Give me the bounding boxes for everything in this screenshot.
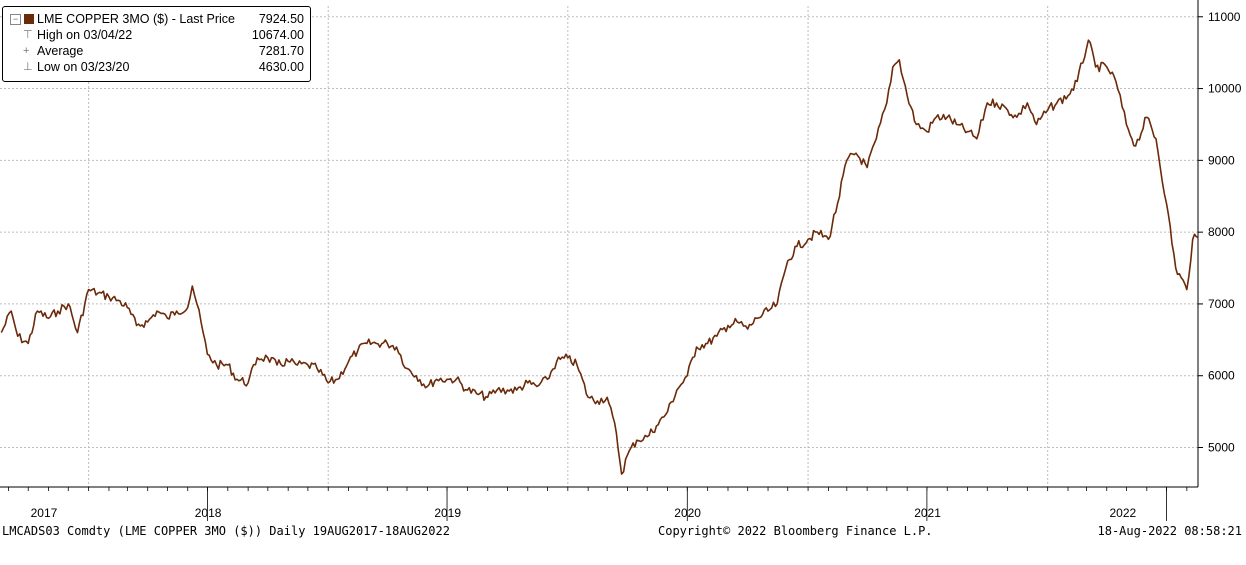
collapse-icon[interactable]: −	[10, 14, 21, 25]
footer-copyright: Copyright© 2022 Bloomberg Finance L.P.	[658, 524, 933, 538]
legend-low-value: 4630.00	[258, 60, 304, 74]
legend-last-price-label: LME COPPER 3MO ($) - Last Price	[37, 12, 235, 26]
y-tick-label: 11000	[1208, 10, 1241, 24]
series-line	[0, 39, 1199, 475]
y-tick-label: 6000	[1208, 369, 1235, 383]
legend-average-label: Average	[37, 44, 84, 58]
footer-ticker-info: LMCADS03 Comdty (LME COPPER 3MO ($)) Dai…	[2, 524, 450, 538]
legend-last-price-value: 7924.50	[258, 12, 304, 26]
y-tick-label: 10000	[1208, 82, 1242, 96]
legend-row-average: + Average 7281.70	[3, 43, 308, 59]
y-tick-label: 9000	[1208, 153, 1235, 167]
x-tick-label: 2022	[1109, 506, 1136, 520]
legend-row-last-price: − LME COPPER 3MO ($) - Last Price 7924.5…	[3, 11, 308, 27]
x-tick-label: 2020	[674, 506, 701, 520]
low-marker-icon: ⊥	[23, 61, 33, 73]
chart-legend: − LME COPPER 3MO ($) - Last Price 7924.5…	[2, 6, 311, 82]
legend-high-value: 10674.00	[251, 28, 304, 42]
series-layer	[0, 39, 1199, 475]
y-tick-label: 7000	[1208, 297, 1235, 311]
legend-average-value: 7281.70	[258, 44, 304, 58]
axis-layer: 5000 6000 7000 8000 9000 10000 11000 2017 2018 20…	[0, 0, 1242, 521]
y-tick-label: 8000	[1208, 225, 1235, 239]
series-color-swatch-icon	[24, 14, 34, 24]
legend-row-high: ⊤ High on 03/04/22 10674.00	[3, 27, 308, 43]
x-tick-label: 2017	[31, 506, 58, 520]
x-tick-label: 2021	[914, 506, 941, 520]
legend-low-label: Low on 03/23/20	[37, 60, 130, 74]
legend-high-label: High on 03/04/22	[37, 28, 133, 42]
legend-row-low: ⊥ Low on 03/23/20 4630.00	[3, 59, 308, 75]
x-tick-label: 2019	[434, 506, 461, 520]
footer-timestamp: 18-Aug-2022 08:58:21	[1097, 524, 1243, 538]
x-tick-label: 2018	[195, 506, 222, 520]
average-marker-icon: +	[23, 45, 30, 57]
high-marker-icon: ⊤	[23, 29, 33, 41]
y-tick-label: 5000	[1208, 441, 1235, 455]
grid-layer	[0, 6, 1198, 487]
